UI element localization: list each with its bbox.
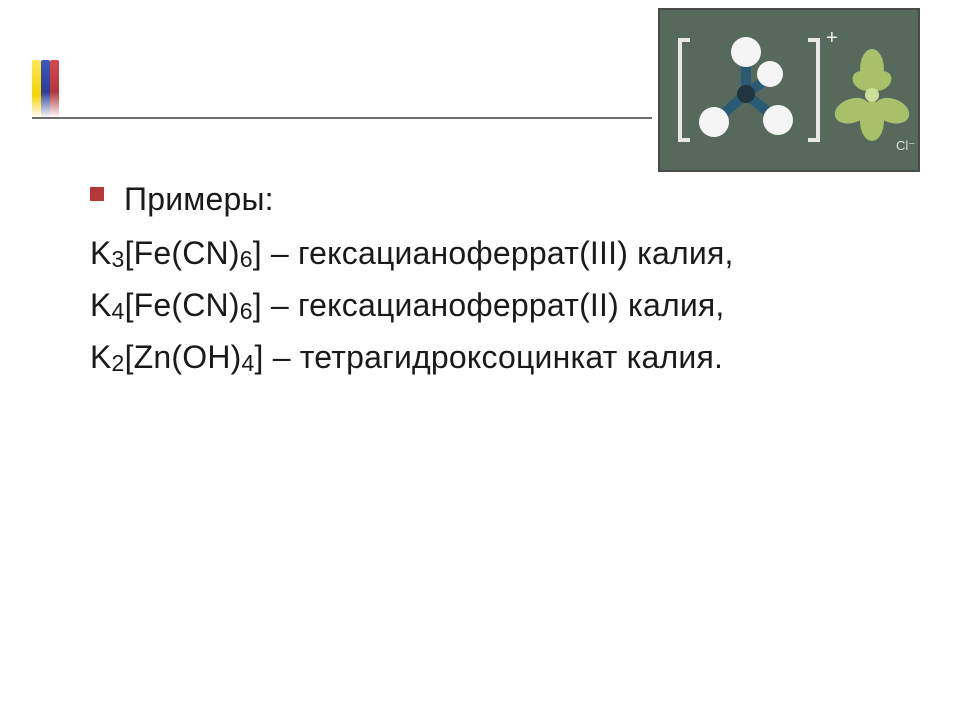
formula-line-1: K3[Fe(CN)6] – гексацианоферрат(III) кали… bbox=[90, 229, 890, 277]
molecule-svg: + Cl⁻ bbox=[660, 10, 918, 170]
slide: + Cl⁻ bbox=[0, 0, 960, 720]
bullet-title: Примеры: bbox=[124, 175, 274, 223]
molecule-image: + Cl⁻ bbox=[658, 8, 920, 172]
f2-mid: [Fe(CN) bbox=[125, 287, 240, 323]
svg-text:+: + bbox=[826, 27, 838, 49]
f1-sub2: 6 bbox=[240, 246, 253, 272]
svg-text:Cl⁻: Cl⁻ bbox=[896, 138, 915, 153]
f3-sub1: 2 bbox=[112, 350, 125, 376]
f3-pre: K bbox=[90, 339, 112, 375]
bar-yellow bbox=[32, 60, 41, 118]
f1-sub1: 3 bbox=[112, 246, 125, 272]
f2-pre: K bbox=[90, 287, 112, 323]
f2-post: ] – гексацианоферрат(II) калия, bbox=[253, 287, 725, 323]
f2-sub1: 4 bbox=[112, 298, 125, 324]
f1-post: ] – гексацианоферрат(III) калия, bbox=[253, 235, 734, 271]
f3-mid: [Zn(OH) bbox=[125, 339, 242, 375]
f3-post: ] – тетрагидроксоцинкат калия. bbox=[255, 339, 724, 375]
header-bars bbox=[32, 60, 60, 118]
bar-red bbox=[50, 60, 59, 118]
f3-sub2: 4 bbox=[242, 350, 255, 376]
f1-mid: [Fe(CN) bbox=[125, 235, 240, 271]
bar-blue bbox=[41, 60, 50, 118]
header-rule bbox=[32, 117, 652, 119]
formula-line-3: K2[Zn(OH)4] – тетрагидроксоцинкат калия. bbox=[90, 333, 890, 381]
f2-sub2: 6 bbox=[240, 298, 253, 324]
content-block: Примеры: K3[Fe(CN)6] – гексацианоферрат(… bbox=[90, 175, 890, 385]
bullet-row: Примеры: bbox=[90, 175, 890, 223]
formula-line-2: K4[Fe(CN)6] – гексацианоферрат(II) калия… bbox=[90, 281, 890, 329]
bullet-marker-icon bbox=[90, 187, 104, 201]
f1-pre: K bbox=[90, 235, 112, 271]
